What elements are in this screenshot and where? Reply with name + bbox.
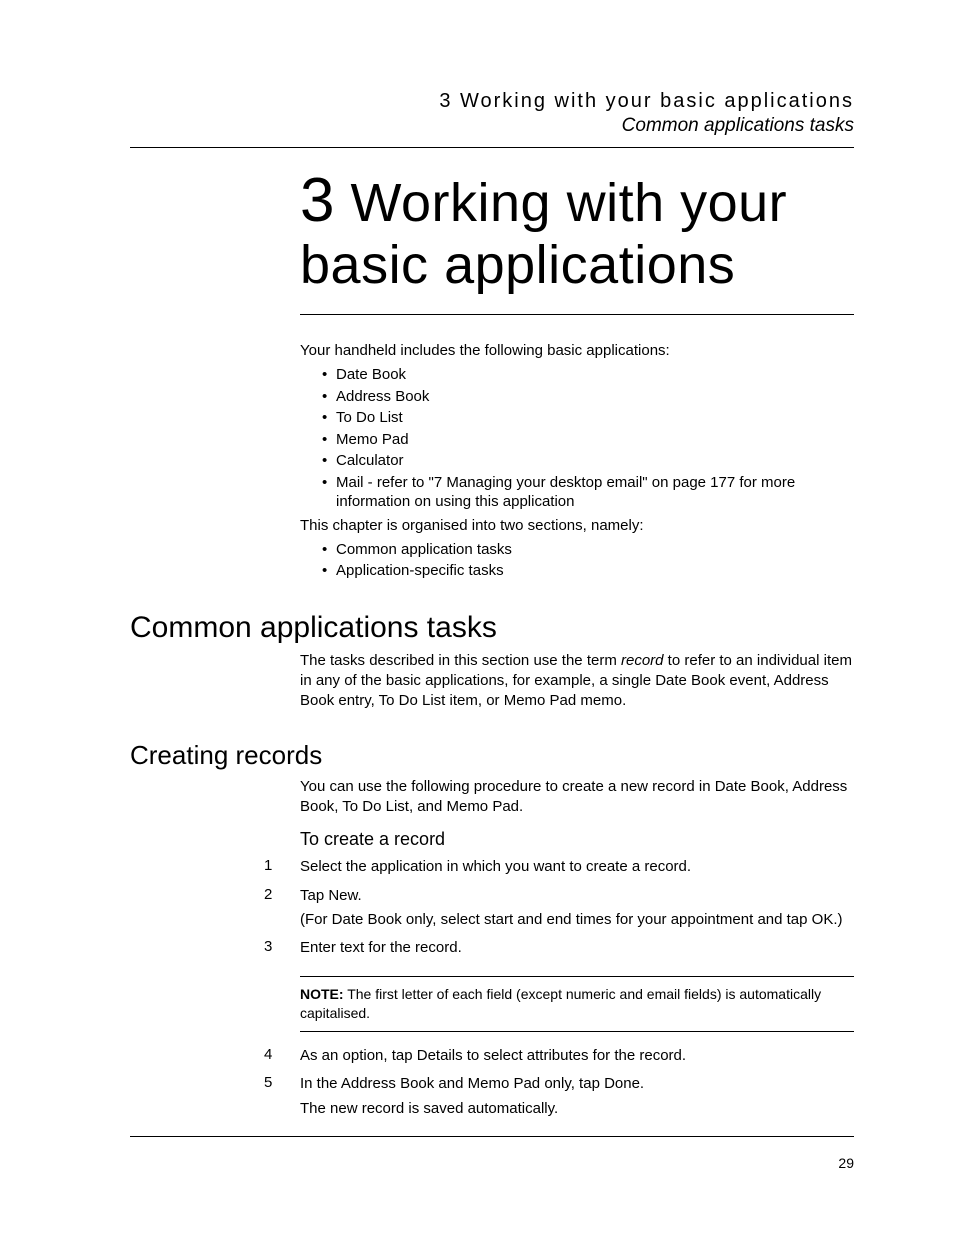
subheading-to-create: To create a record [300, 827, 854, 851]
step-number: 5 [264, 1074, 300, 1123]
step-body: Select the application in which you want… [300, 857, 854, 881]
heading-creating-records: Creating records [130, 740, 854, 771]
step-text: In the Address Book and Memo Pad only, t… [300, 1074, 854, 1094]
step-item: 5 In the Address Book and Memo Pad only,… [264, 1074, 854, 1123]
list-item: Memo Pad [322, 430, 854, 450]
step-text: Enter text for the record. [300, 938, 854, 958]
step-text: The new record is saved automatically. [300, 1099, 854, 1119]
footer-rule [130, 1136, 854, 1137]
chapter-number: 3 [300, 166, 335, 235]
step-text: (For Date Book only, select start and en… [300, 910, 854, 930]
page-number: 29 [838, 1155, 854, 1171]
note-label: NOTE: [300, 986, 344, 1002]
intro-bullet-list: Date Book Address Book To Do List Memo P… [300, 365, 854, 512]
creating-para: You can use the following procedure to c… [300, 777, 854, 818]
step-body: Tap New. (For Date Book only, select sta… [300, 886, 854, 935]
header-section-ref: Common applications tasks [130, 115, 854, 137]
note-text: The first letter of each field (except n… [300, 986, 821, 1021]
intro-organised: This chapter is organised into two secti… [300, 516, 854, 536]
step-body: In the Address Book and Memo Pad only, t… [300, 1074, 854, 1123]
step-item: 3 Enter text for the record. [264, 938, 854, 962]
step-item: 1 Select the application in which you wa… [264, 857, 854, 881]
list-item: To Do List [322, 408, 854, 428]
list-item: Calculator [322, 451, 854, 471]
ordered-steps-2: 4 As an option, tap Details to select at… [264, 1046, 854, 1123]
step-item: 2 Tap New. (For Date Book only, select s… [264, 886, 854, 935]
header-rule [130, 147, 854, 148]
intro-lead: Your handheld includes the following bas… [300, 341, 854, 361]
note-box: NOTE: The first letter of each field (ex… [300, 976, 854, 1032]
intro-block: Your handheld includes the following bas… [300, 341, 854, 581]
term-record: record [621, 652, 664, 669]
step-text: Tap New. [300, 886, 854, 906]
step-number: 3 [264, 938, 300, 962]
list-item: Address Book [322, 387, 854, 407]
ordered-steps-1: 1 Select the application in which you wa… [264, 857, 854, 962]
step-number: 2 [264, 886, 300, 935]
list-item: Date Book [322, 365, 854, 385]
creating-records-body: You can use the following procedure to c… [300, 777, 854, 852]
steps-block: 1 Select the application in which you wa… [264, 857, 854, 1123]
chapter-title: 3 Working with your basic applications [300, 166, 854, 296]
chapter-title-block: 3 Working with your basic applications [300, 166, 854, 296]
list-item: Mail - refer to "7 Managing your desktop… [322, 473, 854, 512]
document-page: 3 Working with your basic applications C… [0, 0, 954, 1235]
running-header: 3 Working with your basic applications C… [130, 90, 854, 137]
step-body: Enter text for the record. [300, 938, 854, 962]
header-chapter-ref: 3 Working with your basic applications [130, 90, 854, 113]
chapter-rule [300, 314, 854, 315]
step-text: As an option, tap Details to select attr… [300, 1046, 854, 1066]
chapter-title-line2: basic applications [300, 235, 735, 295]
step-number: 4 [264, 1046, 300, 1070]
para-text: The tasks described in this section use … [300, 652, 621, 669]
chapter-title-line1: Working with your [351, 173, 788, 233]
heading-common-tasks: Common applications tasks [130, 611, 854, 645]
step-number: 1 [264, 857, 300, 881]
list-item: Common application tasks [322, 540, 854, 560]
step-text: Select the application in which you want… [300, 857, 854, 877]
list-item: Application-specific tasks [322, 561, 854, 581]
intro-sections-list: Common application tasks Application-spe… [300, 540, 854, 581]
step-body: As an option, tap Details to select attr… [300, 1046, 854, 1070]
step-item: 4 As an option, tap Details to select at… [264, 1046, 854, 1070]
common-tasks-body: The tasks described in this section use … [300, 651, 854, 712]
common-tasks-para: The tasks described in this section use … [300, 651, 854, 712]
